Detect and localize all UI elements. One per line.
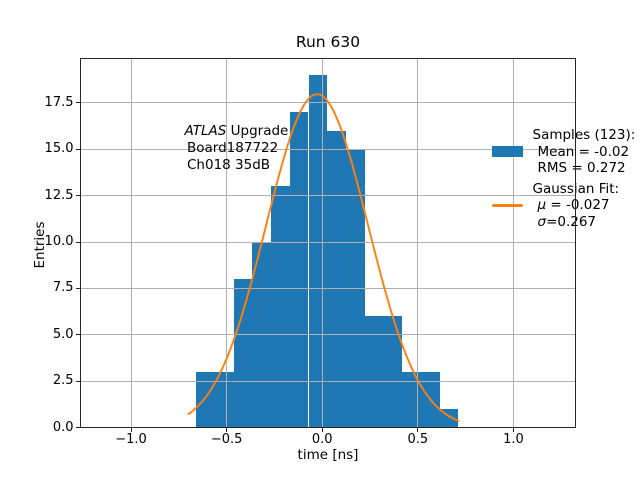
- y-tick-mark: [75, 427, 80, 428]
- legend-handle-empty: [492, 181, 533, 197]
- y-tick-label: 12.5: [44, 187, 74, 203]
- legend-row-mean: Mean = -0.02: [492, 143, 635, 160]
- x-axis-label: time [ns]: [297, 447, 359, 463]
- legend-handle-samples: [492, 143, 533, 159]
- gaussian-fit-curve: [187, 92, 460, 422]
- y-tick-label: 10.0: [44, 234, 74, 250]
- annotation-brand-rest: Upgrade: [226, 123, 289, 139]
- histogram-bar: [233, 279, 253, 428]
- y-tick-mark: [75, 148, 80, 150]
- mu-symbol: μ: [537, 197, 547, 214]
- chart-title: Run 630: [295, 33, 361, 51]
- annotation-line-channel: Ch018 35dB: [187, 156, 271, 173]
- x-tick-label: 1.0: [503, 431, 524, 447]
- legend-row-sigma: σ=0.267: [492, 213, 635, 230]
- legend-rms-value: RMS = 0.272: [537, 159, 626, 176]
- sigma-symbol: σ: [537, 213, 547, 230]
- legend-handle-empty: [492, 127, 533, 143]
- y-tick-label: 2.5: [52, 373, 74, 389]
- histogram-bar: [271, 186, 290, 428]
- grid-line-horizontal: [80, 241, 576, 243]
- x-tick-label: −0.5: [210, 431, 243, 447]
- grid-line-horizontal: [80, 334, 576, 336]
- mu-rest: = -0.027: [546, 197, 610, 214]
- x-tick-mark: [512, 428, 514, 432]
- x-tick-label: 0.5: [407, 431, 429, 447]
- x-tick-label: 0.0: [311, 431, 333, 447]
- legend-mean-value: Mean = -0.02: [537, 143, 630, 160]
- y-tick-mark: [75, 102, 80, 104]
- annotation-brand-italic: ATLAS: [184, 123, 227, 139]
- legend-mu-value: μ = -0.027: [533, 197, 610, 213]
- legend-handle-empty: [492, 160, 533, 176]
- grid-line-horizontal: [80, 148, 576, 150]
- y-tick-label: 17.5: [44, 94, 74, 110]
- x-tick-mark: [226, 428, 228, 432]
- y-tick-label: 0.0: [52, 419, 74, 435]
- histogram-bar: [289, 112, 309, 428]
- legend-row-samples-header: Samples (123):: [492, 127, 636, 144]
- histogram-bar: [383, 316, 403, 428]
- legend: Samples (123): Mean = -0.02 RMS = 0.272 …: [492, 127, 635, 230]
- histogram-bar: [402, 371, 421, 428]
- y-tick-mark: [75, 195, 80, 197]
- x-tick-label: −1.0: [115, 431, 147, 447]
- grid-line-horizontal: [80, 102, 576, 104]
- legend-fit-header: Gaussian Fit:: [532, 180, 620, 197]
- plot-area: ATLAS Upgrade Board187722 Ch018 35dB Sam…: [80, 57, 635, 428]
- legend-row-mu: μ = -0.027: [492, 197, 635, 213]
- legend-row-rms: RMS = 0.272: [492, 160, 635, 176]
- histogram-bar: [196, 371, 215, 428]
- fit-line-swatch-icon: [492, 204, 523, 207]
- legend-row-fit-header: Gaussian Fit:: [492, 181, 635, 197]
- x-tick-mark: [130, 428, 132, 432]
- gaussian-curve-path: [187, 92, 460, 422]
- legend-handle-empty: [492, 213, 533, 229]
- histogram-bar: [364, 316, 384, 428]
- grid-lines: [80, 57, 576, 428]
- y-tick-label: 7.5: [52, 280, 74, 296]
- annotation-line-board: Board187722: [187, 139, 279, 156]
- annotation-line-brand: ATLAS Upgrade: [185, 123, 289, 140]
- legend-samples-header: Samples (123):: [532, 127, 636, 144]
- x-tick-mark: [321, 428, 323, 432]
- sigma-rest: =0.267: [546, 213, 597, 230]
- histogram-bar: [214, 371, 234, 428]
- y-tick-mark: [75, 334, 80, 336]
- grid-line-horizontal: [80, 380, 576, 382]
- y-tick-mark: [75, 241, 80, 243]
- grid-line-horizontal: [80, 195, 576, 197]
- histogram-swatch-icon: [492, 146, 523, 157]
- y-tick-mark: [75, 380, 80, 382]
- grid-line-horizontal: [80, 287, 576, 289]
- y-tick-label: 15.0: [44, 141, 74, 157]
- annotation-block: ATLAS Upgrade Board187722 Ch018 35dB: [185, 123, 289, 173]
- y-tick-mark: [75, 287, 80, 289]
- legend-sigma-value: σ=0.267: [533, 214, 597, 230]
- y-tick-label: 5.0: [52, 326, 74, 342]
- x-tick-mark: [417, 428, 419, 432]
- legend-handle-fit: [492, 197, 533, 213]
- histogram-bar: [327, 130, 346, 428]
